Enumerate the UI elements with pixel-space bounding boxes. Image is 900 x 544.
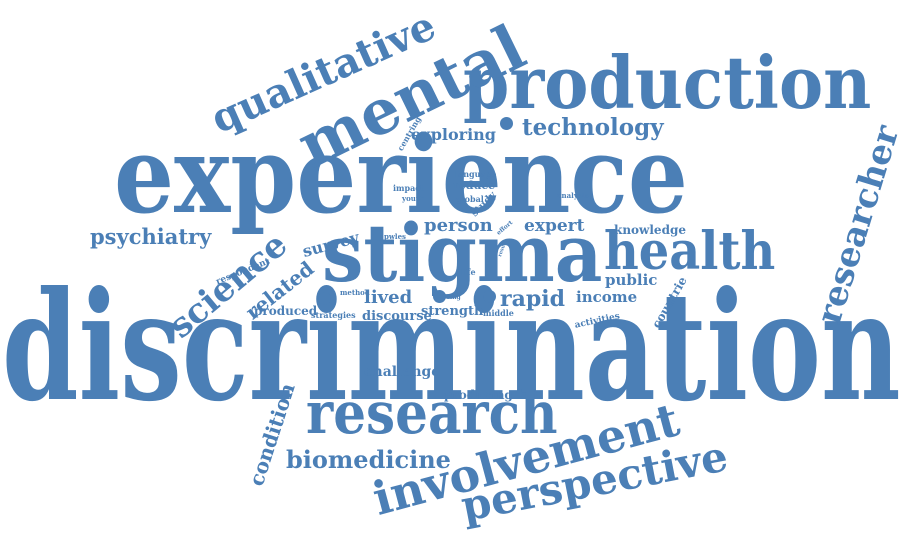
word-psychiatry: psychiatry — [90, 224, 212, 249]
word-health: health — [604, 221, 776, 282]
word-exploring: exploring — [411, 125, 496, 144]
word-biomedicine: biomedicine — [286, 445, 451, 474]
word-experience: experience — [114, 112, 688, 237]
word-lived: lived — [364, 287, 413, 308]
word-research: research — [306, 379, 558, 447]
word-produced: produced — [254, 304, 318, 318]
word-language: language — [455, 169, 497, 179]
word-pwles: pwles — [384, 232, 406, 241]
word-challenge: challenge — [364, 364, 441, 380]
word-rapid: rapid — [500, 286, 565, 312]
word-life: life — [461, 267, 476, 277]
word-analysis: analysis — [557, 191, 589, 200]
dot-decoration — [433, 290, 446, 303]
word-knowledge: knowledge — [614, 223, 686, 237]
word-reduce: reduce — [453, 179, 496, 192]
word-strategies: strategies — [311, 310, 356, 320]
dot-decoration — [318, 292, 331, 305]
word-technology: technology — [522, 114, 664, 141]
word-stigma: stigma — [322, 206, 603, 300]
word-youth: youth — [402, 194, 425, 203]
dot-decoration — [483, 290, 496, 303]
word-expert: expert — [524, 216, 585, 236]
word-discrimination: discrimination — [2, 259, 900, 435]
word-impact: impact — [393, 183, 424, 193]
word-strength: strength — [421, 304, 484, 319]
dot-decoration — [500, 117, 513, 130]
word-global: global — [456, 194, 484, 204]
word-method: method — [340, 288, 370, 297]
word-finding: finding — [437, 294, 461, 301]
word-producing: producing — [444, 388, 513, 402]
word-discourse: discourse — [362, 309, 432, 324]
word-public: public — [605, 271, 658, 289]
word-production: production — [463, 40, 872, 125]
word-middle: middle — [483, 308, 514, 318]
word-person: person — [424, 215, 493, 236]
word-income: income — [576, 288, 638, 306]
